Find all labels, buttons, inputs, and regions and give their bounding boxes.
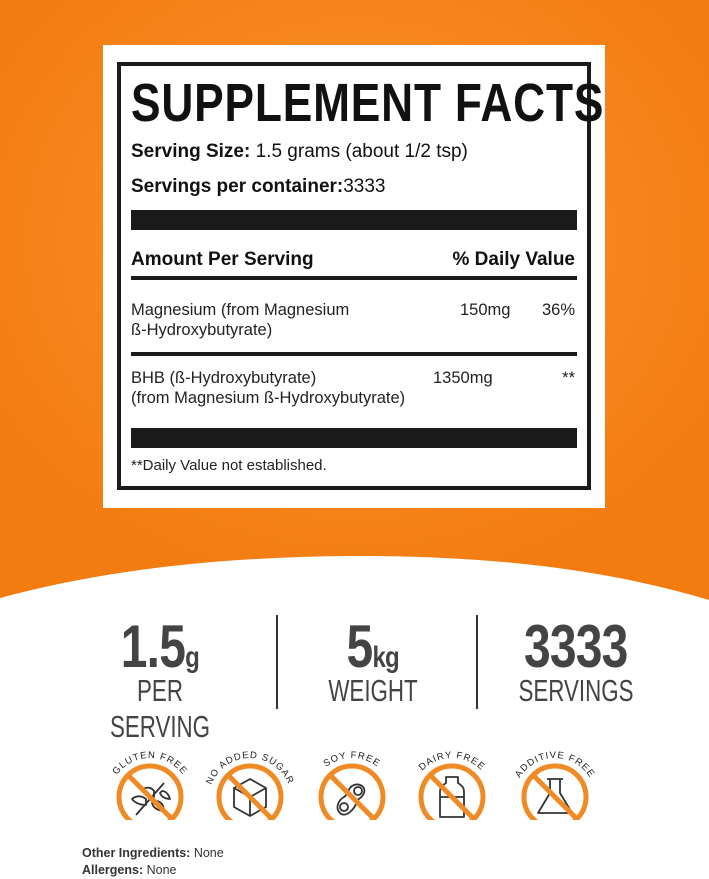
nutrient-amount: 150mg: [460, 301, 511, 319]
badge-no-added-sugar: NO ADDED SUGAR: [195, 720, 305, 831]
serving-size-label: Serving Size:: [131, 141, 251, 162]
stat-label: WEIGHT: [328, 673, 418, 708]
badge-label: GLUTEN FREE: [111, 750, 190, 777]
badge-dairy-free: DAIRY FREE: [397, 720, 507, 831]
nutrient-amount: 1350mg: [433, 369, 493, 387]
stat-unit: g: [185, 641, 200, 674]
stat-value: 1.5: [120, 613, 186, 680]
footnote: **Daily Value not established.: [131, 457, 327, 474]
divider: [131, 210, 577, 230]
divider: [131, 276, 577, 280]
badge-soy-free: SOY FREE: [297, 720, 407, 831]
badge-gluten-free: GLUTEN FREE: [95, 720, 205, 831]
servings-value: 3333: [343, 176, 386, 197]
nutrient-name: BHB (ß-Hydroxybutyrate): [131, 369, 317, 387]
stat-label: SERVINGS: [518, 673, 634, 708]
divider: [476, 615, 478, 709]
prohibited-icon: [521, 763, 589, 831]
prohibited-icon: [418, 763, 486, 831]
allergens: Allergens: None: [82, 863, 177, 877]
nutrient-dv: **: [562, 369, 575, 387]
nutrient-name: ß-Hydroxybutyrate): [131, 321, 273, 339]
nutrient-name: Magnesium (from Magnesium: [131, 301, 350, 319]
dv-header: % Daily Value: [452, 249, 575, 270]
stat-unit: kg: [372, 641, 400, 674]
amount-header: Amount Per Serving: [131, 249, 314, 270]
stat-value: 5: [346, 613, 374, 680]
servings-label: Servings per container:: [131, 176, 344, 197]
divider: [131, 352, 577, 356]
allergens-value: None: [146, 863, 177, 877]
badge-label: DAIRY FREE: [417, 750, 488, 773]
ingredients-label: Other Ingredients:: [82, 846, 191, 860]
facts-title: SUPPLEMENT FACTS: [131, 73, 605, 133]
badge-additive-free: ADDITIVE FREE: [500, 720, 610, 831]
divider: [276, 615, 278, 709]
other-ingredients: Other Ingredients: None: [82, 846, 224, 860]
stat-servings: 3333 SERVINGS: [476, 612, 676, 709]
divider: [131, 428, 577, 448]
nutrient-dv: 36%: [541, 301, 575, 319]
ingredients-value: None: [193, 846, 224, 860]
stat-value: 3333: [524, 613, 628, 680]
stat-per-serving: 1.5g PER SERVING: [60, 612, 260, 745]
nutrient-name: (from Magnesium ß-Hydroxybutyrate): [131, 389, 406, 407]
allergens-label: Allergens:: [82, 863, 144, 877]
stat-weight: 5kg WEIGHT: [273, 612, 473, 709]
prohibited-icon: [318, 763, 386, 831]
supplement-facts-panel: SUPPLEMENT FACTS Serving Size: 1.5 grams…: [103, 45, 605, 508]
prohibited-icon: [116, 763, 184, 831]
serving-size-value: 1.5 grams (about 1/2 tsp): [255, 141, 468, 162]
stat-label: PER SERVING: [109, 673, 211, 744]
